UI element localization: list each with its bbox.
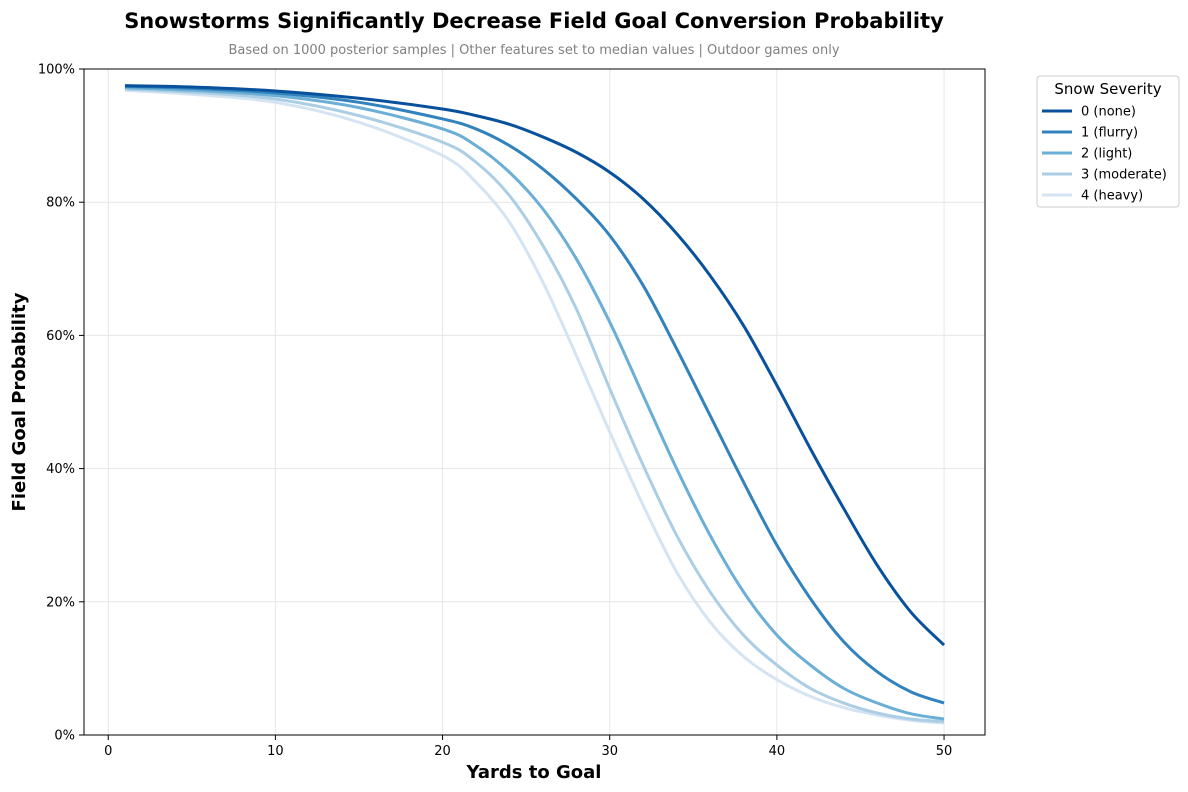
legend-box <box>1036 75 1180 208</box>
x-tick-label: 20 <box>434 744 451 759</box>
chart-subtitle: Based on 1000 posterior samples | Other … <box>228 43 839 58</box>
legend: Snow Severity 0 (none) 1 (flurry) 2 (light… <box>1036 75 1180 208</box>
x-tick-label: 40 <box>769 744 786 759</box>
y-axis-label: Field Goal Probability <box>9 292 30 511</box>
legend-label-3: 3 (moderate) <box>1081 168 1167 183</box>
x-axis-ticks: 0 10 20 30 40 50 <box>104 735 952 759</box>
legend-title: Snow Severity <box>1054 80 1161 98</box>
y-tick-label: 0% <box>54 729 75 744</box>
series-line-3 <box>124 87 945 724</box>
y-tick-label: 20% <box>46 595 75 610</box>
series-lines <box>124 84 946 725</box>
series-line-4 <box>124 88 945 725</box>
series-line-1 <box>124 84 945 705</box>
y-tick-label: 40% <box>46 462 75 477</box>
series-line-2 <box>124 86 945 721</box>
y-tick-label: 60% <box>46 329 75 344</box>
legend-label-0: 0 (none) <box>1081 105 1136 120</box>
series-line-0 <box>124 84 946 647</box>
chart-title: Snowstorms Significantly Decrease Field … <box>124 9 944 33</box>
y-axis-ticks: 0% 20% 40% 60% 80% 100% <box>38 63 84 744</box>
legend-label-1: 1 (flurry) <box>1081 126 1138 141</box>
y-tick-label: 80% <box>46 196 75 211</box>
x-tick-label: 50 <box>936 744 953 759</box>
legend-label-4: 4 (heavy) <box>1081 189 1143 204</box>
plot-frame <box>83 68 986 736</box>
legend-label-2: 2 (light) <box>1081 147 1132 162</box>
x-axis-label: Yards to Goal <box>466 762 602 783</box>
x-tick-label: 0 <box>104 744 112 759</box>
x-tick-label: 30 <box>601 744 618 759</box>
x-tick-label: 10 <box>267 744 284 759</box>
grid <box>84 68 985 736</box>
y-tick-label: 100% <box>38 63 75 78</box>
